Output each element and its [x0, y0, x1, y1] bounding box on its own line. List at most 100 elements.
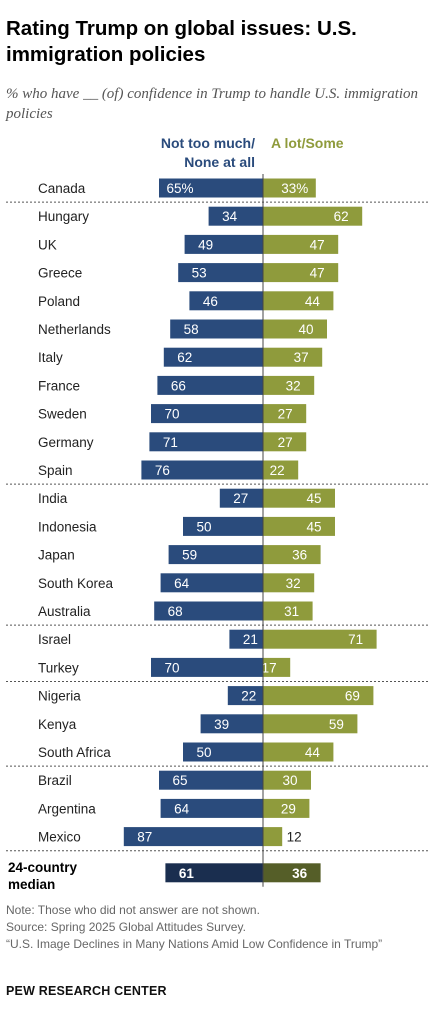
value-label-no-confidence: 71	[163, 435, 178, 450]
bar-no-confidence	[183, 516, 263, 536]
bar-confidence	[263, 545, 321, 565]
bar-confidence	[263, 291, 334, 311]
value-label-confidence: 27	[278, 407, 293, 422]
bar-no-confidence	[160, 573, 263, 593]
value-label-confidence: 47	[310, 237, 325, 252]
value-label-confidence: 71	[348, 632, 363, 647]
bar-no-confidence	[184, 234, 263, 254]
bar-no-confidence	[154, 601, 263, 621]
bar-confidence	[263, 178, 316, 198]
category-label: Italy	[38, 350, 63, 365]
bar-no-confidence	[219, 488, 263, 508]
diverging-bar-chart: Not too much/None at all A lot/Some Canada…	[6, 135, 430, 890]
bar-confidence	[263, 206, 363, 226]
value-label-confidence: 22	[270, 463, 285, 478]
source-text: Source: Spring 2025 Global Attitudes Sur…	[6, 920, 246, 934]
value-label-confidence: 59	[329, 717, 344, 732]
bar-confidence	[263, 714, 358, 734]
value-label-confidence: 17	[262, 660, 277, 675]
value-label-no-confidence: 34	[222, 209, 238, 224]
value-label-no-confidence: 50	[196, 745, 211, 760]
category-label: South Africa	[38, 745, 111, 760]
bar-no-confidence	[189, 291, 263, 311]
bar-confidence	[263, 686, 374, 706]
value-label-no-confidence: 68	[168, 604, 183, 619]
category-label: Turkey	[38, 660, 79, 675]
bar-confidence	[263, 347, 323, 367]
bar-no-confidence	[168, 545, 263, 565]
value-label-no-confidence: 27	[233, 491, 248, 506]
bar-no-confidence	[141, 460, 263, 480]
value-label-no-confidence: 46	[203, 294, 218, 309]
chart-title: Rating Trump on global issues: U.S. immi…	[6, 17, 357, 66]
legend-no-confidence-label: None at all	[184, 154, 255, 170]
bar-no-confidence	[159, 178, 263, 198]
bar-confidence	[263, 770, 311, 790]
median-bar-no-confidence	[165, 863, 263, 883]
bar-confidence	[263, 516, 335, 536]
bar-no-confidence	[227, 686, 263, 706]
value-label-confidence: 40	[298, 322, 313, 337]
value-label-no-confidence: 21	[243, 632, 258, 647]
bar-no-confidence	[208, 206, 263, 226]
value-label-no-confidence: 62	[177, 350, 192, 365]
value-label-no-confidence: 59	[182, 548, 197, 563]
value-label-confidence: 44	[305, 294, 321, 309]
category-label: Argentina	[38, 801, 96, 816]
value-label-confidence: 32	[286, 576, 301, 591]
bar-no-confidence	[151, 404, 263, 424]
median-value-no-confidence: 61	[179, 866, 195, 881]
legend-confidence-label: A lot/Some	[271, 135, 344, 151]
category-label: Canada	[38, 181, 86, 196]
value-label-no-confidence: 70	[164, 660, 179, 675]
category-label: Kenya	[38, 717, 77, 732]
category-label: India	[38, 491, 68, 506]
category-label: Brazil	[38, 773, 72, 788]
note-text: Note: Those who did not answer are not s…	[6, 903, 260, 917]
category-label: Australia	[38, 604, 91, 619]
category-label: Hungary	[38, 209, 89, 224]
bar-no-confidence	[151, 657, 263, 677]
value-label-no-confidence: 53	[192, 266, 207, 281]
bar-confidence	[263, 460, 299, 480]
category-label: Greece	[38, 266, 82, 281]
value-label-confidence: 44	[305, 745, 321, 760]
bar-confidence	[263, 263, 339, 283]
bar-confidence	[263, 319, 327, 339]
value-label-confidence: 29	[281, 801, 296, 816]
bar-no-confidence	[200, 714, 263, 734]
category-label: Netherlands	[38, 322, 111, 337]
bar-confidence	[263, 234, 339, 254]
value-label-confidence: 45	[306, 491, 321, 506]
value-label-no-confidence: 64	[174, 801, 190, 816]
bar-no-confidence	[157, 375, 263, 395]
category-label: Israel	[38, 632, 71, 647]
category-label: France	[38, 378, 80, 393]
value-label-no-confidence: 49	[198, 237, 213, 252]
category-label: Sweden	[38, 407, 87, 422]
pew-credit: PEW RESEARCH CENTER	[6, 984, 167, 998]
median-label: 24-country	[8, 860, 78, 875]
category-label: Mexico	[38, 830, 81, 845]
bar-no-confidence	[178, 263, 263, 283]
value-label-no-confidence: 65	[172, 773, 187, 788]
value-label-confidence: 45	[306, 519, 321, 534]
bar-confidence	[263, 404, 307, 424]
bar-confidence	[263, 375, 315, 395]
bar-no-confidence	[163, 347, 263, 367]
category-label: Germany	[38, 435, 94, 450]
report-title: “U.S. Image Declines in Many Nations Ami…	[6, 937, 383, 951]
bar-no-confidence	[183, 742, 263, 762]
bar-no-confidence	[149, 432, 263, 452]
value-label-confidence: 47	[310, 266, 325, 281]
value-label-no-confidence: 87	[137, 830, 152, 845]
chart-subtitle: % who have __ (of) confidence in Trump t…	[6, 86, 419, 122]
category-label: Nigeria	[38, 689, 81, 704]
value-label-no-confidence: 76	[155, 463, 170, 478]
bar-no-confidence	[160, 798, 263, 818]
value-label-no-confidence: 39	[214, 717, 229, 732]
median-bar-confidence	[263, 863, 321, 883]
bar-confidence	[263, 488, 335, 508]
median-value-confidence: 36	[292, 866, 308, 881]
bar-confidence	[263, 827, 283, 847]
